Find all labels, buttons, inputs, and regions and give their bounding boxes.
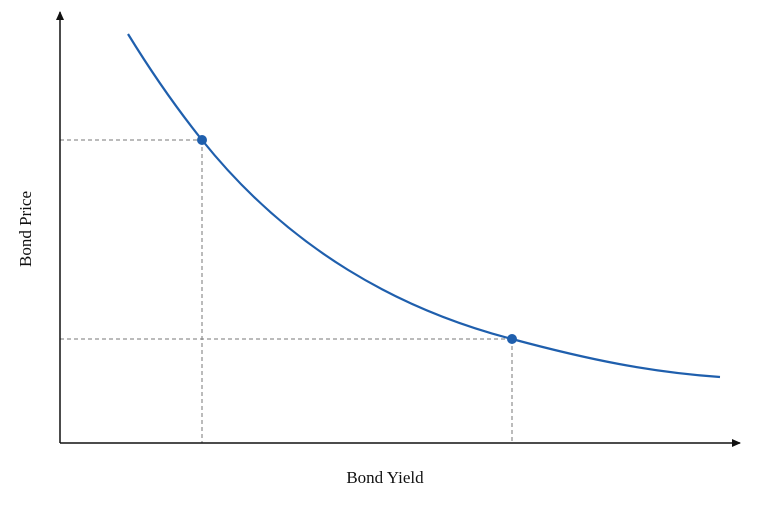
y-axis-label: Bond Price (16, 191, 35, 267)
price-yield-curve (127, 33, 721, 379)
point (507, 334, 517, 344)
x-axis-label: Bond Yield (346, 468, 424, 487)
point (197, 135, 207, 145)
guide-lines (60, 139, 513, 443)
